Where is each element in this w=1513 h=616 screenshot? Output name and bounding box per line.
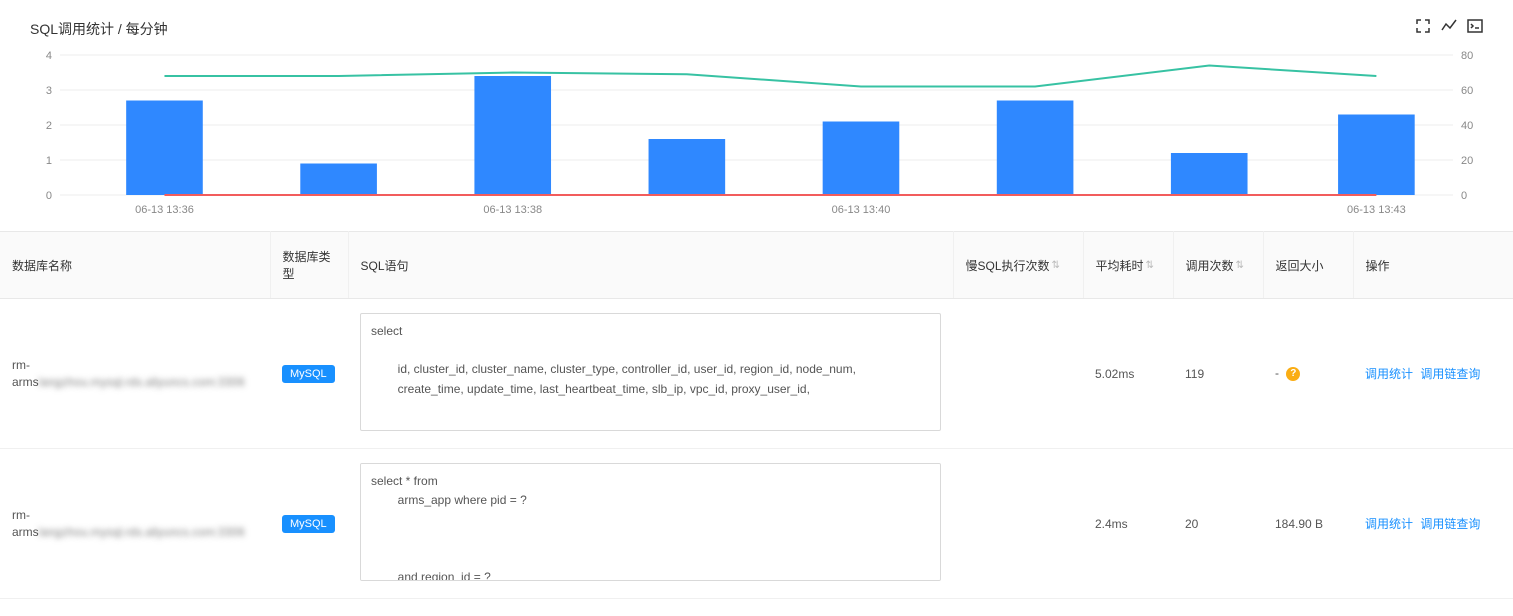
db-type-tag: MySQL bbox=[282, 365, 335, 383]
cell-slow-count bbox=[953, 449, 1083, 599]
sort-icon: ⇅ bbox=[1146, 261, 1154, 271]
col-db-type[interactable]: 数据库类型 bbox=[270, 232, 348, 299]
chart-type-icon[interactable] bbox=[1441, 18, 1457, 39]
col-db-name[interactable]: 数据库名称 bbox=[0, 232, 270, 299]
sql-call-chart: 0123402040608006-13 13:3606-13 13:3806-1… bbox=[30, 49, 1483, 219]
expand-icon[interactable] bbox=[1415, 18, 1431, 39]
chart-toolbar bbox=[1415, 18, 1483, 39]
cell-avg-time: 5.02ms bbox=[1083, 299, 1173, 449]
terminal-icon[interactable] bbox=[1467, 18, 1483, 39]
svg-text:60: 60 bbox=[1461, 85, 1473, 97]
svg-text:80: 80 bbox=[1461, 50, 1473, 62]
col-return-size[interactable]: 返回大小 bbox=[1263, 232, 1353, 299]
table-row: rm-armslangzhou.mysql.rds.aliyuncs.com:3… bbox=[0, 449, 1513, 599]
db-type-tag: MySQL bbox=[282, 515, 335, 533]
cell-actions: 调用统计 调用链查询 bbox=[1353, 449, 1513, 599]
svg-text:0: 0 bbox=[46, 190, 52, 202]
col-call-count[interactable]: 调用次数⇅ bbox=[1173, 232, 1263, 299]
cell-return-size: - ? bbox=[1263, 299, 1353, 449]
cell-db-type: MySQL bbox=[270, 449, 348, 599]
table-row: rm-armslangzhou.mysql.rds.aliyuncs.com:3… bbox=[0, 299, 1513, 449]
svg-text:2: 2 bbox=[46, 120, 52, 132]
cell-sql bbox=[348, 299, 953, 449]
link-call-stats[interactable]: 调用统计 bbox=[1365, 367, 1413, 381]
warning-icon[interactable]: ? bbox=[1286, 367, 1300, 381]
svg-text:1: 1 bbox=[46, 155, 52, 167]
cell-db-name: rm-armslangzhou.mysql.rds.aliyuncs.com:3… bbox=[0, 449, 270, 599]
cell-avg-time: 2.4ms bbox=[1083, 449, 1173, 599]
sql-table: 数据库名称 数据库类型 SQL语句 慢SQL执行次数⇅ 平均耗时⇅ 调用次数⇅ … bbox=[0, 231, 1513, 599]
chart-title: SQL调用统计 / 每分钟 bbox=[30, 19, 168, 39]
svg-text:06-13 13:38: 06-13 13:38 bbox=[483, 204, 542, 216]
sql-textarea[interactable] bbox=[360, 463, 941, 581]
svg-text:06-13 13:36: 06-13 13:36 bbox=[135, 204, 194, 216]
col-sql[interactable]: SQL语句 bbox=[348, 232, 953, 299]
cell-call-count: 119 bbox=[1173, 299, 1263, 449]
svg-text:06-13 13:40: 06-13 13:40 bbox=[832, 204, 891, 216]
link-call-stats[interactable]: 调用统计 bbox=[1365, 517, 1413, 531]
svg-text:06-13 13:43: 06-13 13:43 bbox=[1347, 204, 1406, 216]
cell-db-type: MySQL bbox=[270, 299, 348, 449]
svg-text:20: 20 bbox=[1461, 155, 1473, 167]
link-call-chain[interactable]: 调用链查询 bbox=[1420, 367, 1480, 381]
svg-text:0: 0 bbox=[1461, 190, 1467, 202]
chart-header: SQL调用统计 / 每分钟 bbox=[0, 10, 1513, 49]
link-call-chain[interactable]: 调用链查询 bbox=[1420, 517, 1480, 531]
sort-icon: ⇅ bbox=[1236, 261, 1244, 271]
svg-text:40: 40 bbox=[1461, 120, 1473, 132]
sort-icon: ⇅ bbox=[1052, 261, 1060, 271]
col-avg-time[interactable]: 平均耗时⇅ bbox=[1083, 232, 1173, 299]
sql-textarea[interactable] bbox=[360, 313, 941, 431]
svg-text:3: 3 bbox=[46, 85, 52, 97]
cell-sql bbox=[348, 449, 953, 599]
cell-slow-count bbox=[953, 299, 1083, 449]
cell-db-name: rm-armslangzhou.mysql.rds.aliyuncs.com:3… bbox=[0, 299, 270, 449]
cell-call-count: 20 bbox=[1173, 449, 1263, 599]
cell-actions: 调用统计 调用链查询 bbox=[1353, 299, 1513, 449]
col-actions[interactable]: 操作 bbox=[1353, 232, 1513, 299]
svg-text:4: 4 bbox=[46, 50, 52, 62]
col-slow-count[interactable]: 慢SQL执行次数⇅ bbox=[953, 232, 1083, 299]
cell-return-size: 184.90 B bbox=[1263, 449, 1353, 599]
